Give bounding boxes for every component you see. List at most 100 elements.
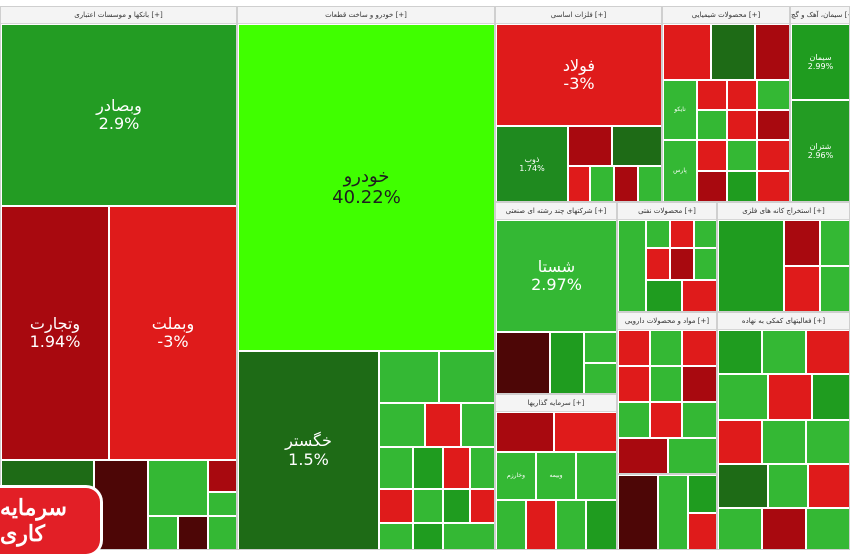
tile-low-c[interactable] bbox=[688, 475, 716, 513]
tile-inv-a[interactable] bbox=[496, 412, 554, 452]
tile-bank-h[interactable] bbox=[208, 516, 236, 549]
tile-mine-a[interactable] bbox=[718, 220, 784, 311]
tile-mine-d[interactable] bbox=[784, 266, 820, 311]
tile-misc-j[interactable] bbox=[718, 464, 768, 508]
tile-food-g[interactable] bbox=[618, 402, 650, 438]
tile-food-e[interactable] bbox=[650, 366, 682, 402]
tile-auto-d[interactable] bbox=[425, 403, 461, 447]
tile-foolad[interactable]: فولاد -3% bbox=[496, 24, 661, 126]
tile-vbsader[interactable]: وبصادر 2.9% bbox=[1, 24, 236, 206]
tile-auto-g[interactable] bbox=[413, 447, 443, 489]
tile-chem-n[interactable] bbox=[727, 171, 757, 201]
tile-auto-l[interactable] bbox=[443, 489, 470, 523]
tile-auto-p[interactable] bbox=[443, 523, 494, 549]
tile-bars[interactable]: پارس bbox=[663, 140, 697, 201]
sector-misc-header[interactable]: فعالیتهای کمکی به نهاده [+] bbox=[718, 313, 849, 330]
tile-oil-e[interactable] bbox=[646, 248, 670, 280]
tile-vbmellat[interactable]: وبملت -3% bbox=[109, 206, 236, 460]
tile-inv-b[interactable] bbox=[554, 412, 616, 452]
tile-oil-b[interactable] bbox=[646, 220, 670, 248]
tile-food-d[interactable] bbox=[618, 366, 650, 402]
tile-khgostar[interactable]: خگستر 1.5% bbox=[238, 351, 379, 549]
tile-bank-c[interactable] bbox=[148, 460, 208, 516]
tile-bank-e[interactable] bbox=[208, 492, 236, 516]
tile-bank-f[interactable] bbox=[148, 516, 178, 549]
tile-low-a[interactable] bbox=[618, 475, 658, 549]
sector-auto-header[interactable]: خودرو و ساخت قطعات [+] bbox=[238, 7, 494, 24]
tile-misc-b[interactable] bbox=[762, 330, 806, 374]
tile-chem-f[interactable] bbox=[757, 80, 789, 110]
tile-auto-i[interactable] bbox=[470, 447, 494, 489]
tile-nilko[interactable]: نایکو bbox=[663, 80, 697, 140]
tile-chem-a[interactable] bbox=[663, 24, 711, 80]
tile-bank-b[interactable] bbox=[94, 460, 148, 549]
tile-hold-d[interactable] bbox=[584, 363, 616, 393]
tile-auto-h[interactable] bbox=[443, 447, 470, 489]
tile-misc-c[interactable] bbox=[806, 330, 849, 374]
tile-vkarazm[interactable]: وخارزم bbox=[496, 452, 536, 500]
sector-banks-header[interactable]: بانکها و موسسات اعتباری [+] bbox=[1, 7, 236, 24]
tile-misc-f[interactable] bbox=[812, 374, 849, 420]
tile-auto-o[interactable] bbox=[413, 523, 443, 549]
tile-chem-m[interactable] bbox=[697, 171, 727, 201]
tile-auto-n[interactable] bbox=[379, 523, 413, 549]
tile-chem-b[interactable] bbox=[711, 24, 755, 80]
tile-bank-d[interactable] bbox=[208, 460, 236, 492]
tile-oil-i[interactable] bbox=[682, 280, 716, 311]
tile-food-k[interactable] bbox=[668, 438, 716, 473]
tile-chem-k[interactable] bbox=[727, 140, 757, 171]
sector-chemical-header[interactable]: محصولات شیمیایی [+] bbox=[663, 7, 789, 24]
sector-oil-header[interactable]: محصولات نفتی [+] bbox=[618, 203, 716, 220]
tile-hold-b[interactable] bbox=[550, 332, 584, 393]
tile-bank-g[interactable] bbox=[178, 516, 208, 549]
tile-mine-c[interactable] bbox=[820, 220, 849, 266]
tile-misc-l[interactable] bbox=[808, 464, 849, 508]
tile-low-b[interactable] bbox=[658, 475, 688, 549]
tile-shtran[interactable]: شتران 2.96% bbox=[791, 100, 849, 201]
tile-chem-d[interactable] bbox=[697, 80, 727, 110]
tile-oil-h[interactable] bbox=[646, 280, 682, 311]
tile-mine-b[interactable] bbox=[784, 220, 820, 266]
tile-chem-j[interactable] bbox=[697, 140, 727, 171]
tile-misc-n[interactable] bbox=[762, 508, 806, 549]
tile-misc-e[interactable] bbox=[768, 374, 812, 420]
tile-food-a[interactable] bbox=[618, 330, 650, 366]
tile-oil-d[interactable] bbox=[694, 220, 716, 248]
tile-misc-m[interactable] bbox=[718, 508, 762, 549]
sector-mining-header[interactable]: استخراج کانه های فلزی [+] bbox=[718, 203, 849, 220]
tile-low-d[interactable] bbox=[688, 513, 716, 549]
tile-hold-a[interactable] bbox=[496, 332, 550, 393]
sector-cement-header[interactable]: سیمان، آهک و گچ [+] bbox=[791, 7, 849, 24]
tile-oil-g[interactable] bbox=[694, 248, 716, 280]
tile-inv-f[interactable] bbox=[556, 500, 586, 549]
tile-metal-e[interactable] bbox=[614, 166, 638, 201]
tile-chem-i[interactable] bbox=[757, 110, 789, 140]
tile-food-b[interactable] bbox=[650, 330, 682, 366]
sector-food-header[interactable]: مواد و محصولات دارویی [+] bbox=[618, 313, 716, 330]
tile-mine-e[interactable] bbox=[820, 266, 849, 311]
tile-food-f[interactable] bbox=[682, 366, 716, 402]
tile-auto-j[interactable] bbox=[379, 489, 413, 523]
tile-misc-o[interactable] bbox=[806, 508, 849, 549]
tile-misc-k[interactable] bbox=[768, 464, 808, 508]
tile-food-j[interactable] bbox=[618, 438, 668, 473]
tile-shasta[interactable]: شستا 2.97% bbox=[496, 220, 616, 332]
tile-vtejarat[interactable]: وتجارت 1.94% bbox=[1, 206, 109, 460]
tile-auto-a[interactable] bbox=[379, 351, 439, 403]
tile-metal-b[interactable] bbox=[612, 126, 661, 166]
tile-inv-d[interactable] bbox=[496, 500, 526, 549]
tile-auto-e[interactable] bbox=[461, 403, 494, 447]
tile-chem-g[interactable] bbox=[697, 110, 727, 140]
sector-holding-header[interactable]: شرکتهای چند رشته ای صنعتی [+] bbox=[496, 203, 616, 220]
tile-chem-h[interactable] bbox=[727, 110, 757, 140]
tile-misc-i[interactable] bbox=[806, 420, 849, 464]
tile-metal-d[interactable] bbox=[590, 166, 614, 201]
tile-inv-c[interactable] bbox=[576, 452, 616, 500]
tile-hold-c[interactable] bbox=[584, 332, 616, 363]
tile-vbimeh[interactable]: وبیمه bbox=[536, 452, 576, 500]
tile-khodro[interactable]: خودرو 40.22% bbox=[238, 24, 494, 351]
tile-misc-h[interactable] bbox=[762, 420, 806, 464]
tile-inv-g[interactable] bbox=[586, 500, 616, 549]
tile-oil-c[interactable] bbox=[670, 220, 694, 248]
tile-misc-a[interactable] bbox=[718, 330, 762, 374]
